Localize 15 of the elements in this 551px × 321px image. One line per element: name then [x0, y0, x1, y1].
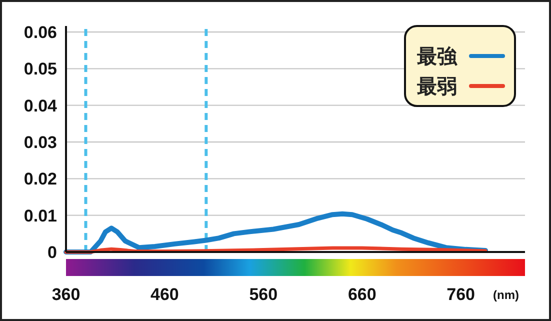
x-tick-label: 660	[348, 285, 376, 304]
y-tick-label: 0.04	[24, 96, 58, 116]
y-tick-label: 0.01	[24, 206, 57, 226]
legend-label: 最強	[416, 46, 458, 68]
y-tick-label: 0.03	[24, 133, 57, 152]
x-tick-label: 460	[150, 285, 179, 304]
x-tick-label: 760	[446, 285, 476, 304]
y-tick-label: 0	[48, 243, 57, 262]
x-tick-label: 360	[52, 285, 80, 304]
y-tick-label: 0.02	[24, 170, 57, 189]
legend-label: 最弱	[416, 76, 457, 98]
x-tick-label: 560	[249, 285, 278, 304]
x-axis-title: (nm)	[493, 288, 519, 302]
y-tick-label: 0.06	[24, 23, 57, 42]
y-tick-label: 0.05	[24, 60, 57, 79]
